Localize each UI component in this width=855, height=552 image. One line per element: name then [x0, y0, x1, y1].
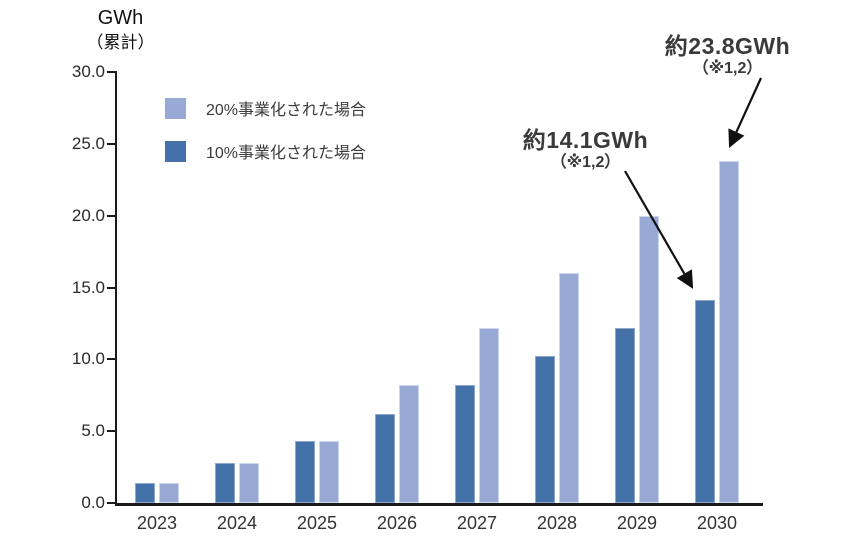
annotation-2030-10pct-value: 約14.1GWh [522, 127, 649, 153]
y-tick-mark [107, 502, 115, 504]
y-tick-mark [107, 286, 115, 289]
y-tick-label: 20.0 [71, 205, 105, 225]
bar-2025-20pct [319, 441, 339, 503]
legend-item-20pct: 20%事業化された場合 [165, 97, 366, 119]
annotation-2030-20pct: 約23.8GWh （※1,2） [620, 33, 835, 79]
y-tick-mark [107, 358, 115, 361]
bar-2029-10pct [615, 328, 635, 503]
bar-2030-10pct [695, 300, 715, 503]
legend-label-10pct: 10%事業化された場合 [206, 145, 367, 162]
legend-label-20pct: 20%事業化された場合 [206, 102, 367, 119]
y-tick-label: 10.0 [71, 349, 105, 369]
annotation-2030-10pct: 約14.1GWh （※1,2） [478, 127, 693, 173]
x-tick-label-2027: 2027 [456, 513, 498, 533]
annotation-2030-10pct-note: （※1,2） [550, 154, 621, 171]
bar-2028-10pct [535, 356, 555, 503]
y-tick-label: 15.0 [71, 277, 105, 297]
y-tick-label: 25.0 [71, 133, 105, 153]
bar-2028-20pct [559, 273, 579, 503]
x-axis-line [115, 503, 763, 506]
y-tick-mark [107, 71, 115, 73]
arrow-to-2030-20pct-icon [728, 77, 763, 149]
y-tick-mark [107, 430, 115, 433]
y-tick-label: 5.0 [81, 421, 105, 441]
x-tick-label-2029: 2029 [616, 513, 658, 533]
bar-2024-10pct [215, 463, 235, 503]
annotation-2030-20pct-value: 約23.8GWh [664, 33, 791, 59]
x-tick-label-2023: 2023 [136, 513, 178, 533]
bar-2030-20pct [719, 161, 739, 503]
bar-2026-10pct [375, 414, 395, 503]
y-tick-label: 30.0 [71, 62, 105, 81]
x-tick-label-2030: 2030 [696, 513, 738, 533]
y-axis-title-cumulative: （累計） [86, 33, 155, 52]
x-tick-label-2028: 2028 [536, 513, 578, 533]
bar-2027-10pct [455, 385, 475, 503]
bar-2023-10pct [135, 483, 155, 503]
y-axis-line [115, 71, 117, 505]
y-axis-title-unit: GWh [97, 7, 144, 29]
bar-2029-20pct [639, 216, 659, 503]
bar-2025-10pct [295, 441, 315, 503]
y-tick-mark [107, 142, 115, 145]
bar-2026-20pct [399, 385, 419, 503]
bar-2024-20pct [239, 463, 259, 503]
x-tick-label-2024: 2024 [216, 513, 258, 533]
legend-item-10pct: 10%事業化された場合 [165, 140, 366, 162]
legend-swatch-20pct [165, 97, 186, 119]
y-tick-label: 0.0 [81, 493, 105, 512]
x-tick-label-2026: 2026 [376, 513, 418, 533]
annotation-2030-20pct-note: （※1,2） [692, 60, 763, 77]
y-axis-title: GWh （累計） [58, 5, 183, 55]
y-tick-mark [107, 214, 115, 217]
x-tick-label-2025: 2025 [296, 513, 338, 533]
bar-2027-20pct [479, 328, 499, 503]
legend-swatch-10pct [165, 140, 186, 162]
bar-2023-20pct [159, 483, 179, 503]
